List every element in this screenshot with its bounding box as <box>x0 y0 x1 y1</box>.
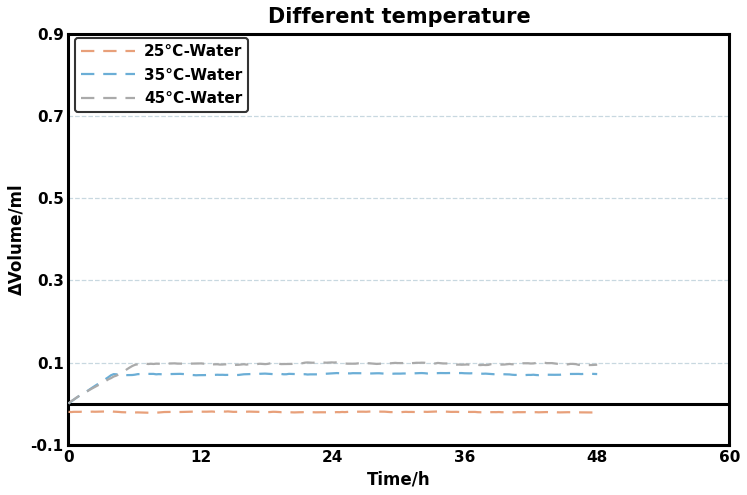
35°C-Water <box>551 372 560 378</box>
25°C-Water <box>64 409 73 415</box>
45°C-Water <box>592 362 601 368</box>
35°C-Water <box>447 370 456 376</box>
Y-axis label: ΔVolume/ml: ΔVolume/ml <box>7 184 25 295</box>
25°C-Water <box>553 409 562 415</box>
25°C-Water <box>146 410 155 416</box>
45°C-Water <box>64 400 73 406</box>
45°C-Water <box>551 360 560 366</box>
45°C-Water <box>568 361 577 367</box>
X-axis label: Time/h: Time/h <box>367 470 431 488</box>
Line: 35°C-Water: 35°C-Water <box>69 373 597 403</box>
Title: Different temperature: Different temperature <box>267 7 530 27</box>
25°C-Water <box>210 409 219 415</box>
Line: 45°C-Water: 45°C-Water <box>69 362 597 403</box>
25°C-Water <box>96 409 105 415</box>
35°C-Water <box>85 387 94 393</box>
25°C-Water <box>85 409 94 415</box>
25°C-Water <box>107 408 116 414</box>
35°C-Water <box>64 400 73 406</box>
45°C-Water <box>332 359 341 365</box>
35°C-Water <box>162 371 171 377</box>
Legend: 25°C-Water, 35°C-Water, 45°C-Water: 25°C-Water, 35°C-Water, 45°C-Water <box>75 38 248 112</box>
25°C-Water <box>592 409 601 415</box>
45°C-Water <box>205 361 214 367</box>
45°C-Water <box>96 381 105 387</box>
35°C-Water <box>568 371 577 377</box>
35°C-Water <box>96 380 105 386</box>
35°C-Water <box>592 371 601 377</box>
25°C-Water <box>571 409 580 415</box>
45°C-Water <box>85 387 94 393</box>
25°C-Water <box>167 409 176 415</box>
45°C-Water <box>162 360 171 366</box>
Line: 25°C-Water: 25°C-Water <box>69 411 597 413</box>
35°C-Water <box>205 372 214 378</box>
